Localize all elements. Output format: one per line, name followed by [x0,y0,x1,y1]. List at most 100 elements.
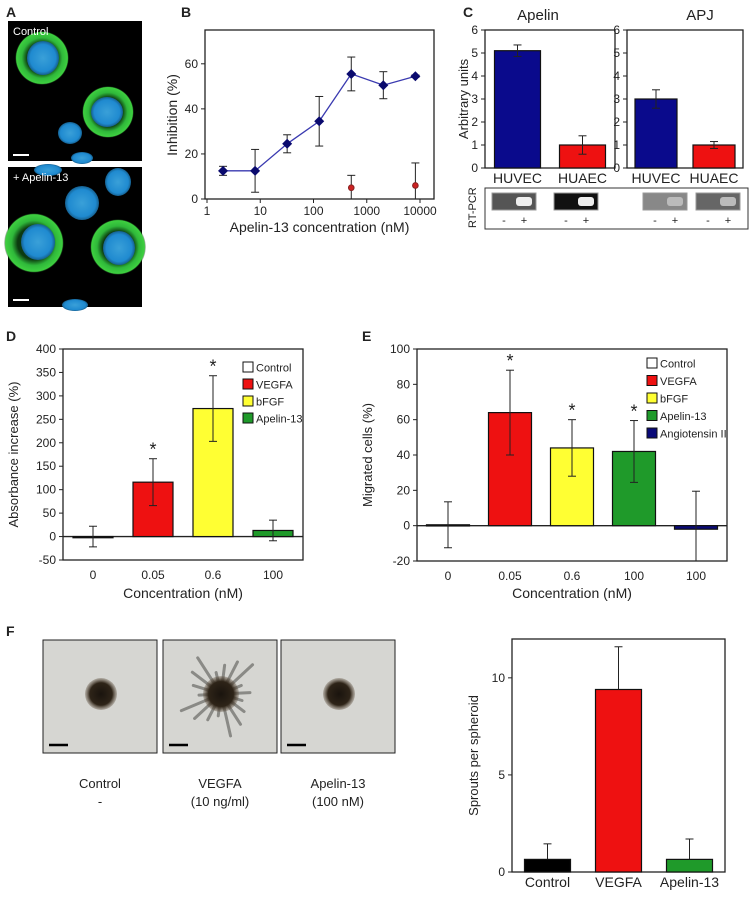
legend-swatch [242,395,254,407]
x-axis-label: Concentration (nM) [512,585,632,601]
y-tick-label: 100 [36,483,56,497]
y-tick-label: 20 [185,147,199,161]
legend: Control VEGFA bFGF Apelin-13 Angiotensin II [646,357,727,441]
gel-image-3: - + [695,192,741,227]
legend-swatch [646,427,658,439]
y-tick-label: 150 [36,459,56,473]
y-axis-label: Arbitrary units [456,58,471,139]
y-tick-label: 40 [397,448,411,462]
y-tick-label: 4 [613,69,620,83]
x-tick-label: Control [525,874,570,890]
significance-asterisk: * [506,351,513,371]
y-tick-label: 0 [613,161,620,175]
panel-label-e: E [362,328,371,344]
micrograph-apelin-label: + Apelin-13 [13,172,68,184]
x-tick-label: HUAEC [558,170,607,186]
legend-label: bFGF [660,394,688,406]
spheroid-caption: VEGFA [198,776,242,791]
chart-title: APJ [686,7,714,24]
data-point [250,165,261,176]
x-tick-label: HUAEC [689,170,738,186]
y-tick-label: -50 [39,553,57,567]
y-tick-label: 250 [36,412,56,426]
y-tick-label: 40 [185,102,199,116]
spheroid-image-vegfa [162,639,278,754]
lane-minus-label: - [564,215,568,227]
y-tick-label: 0 [403,519,410,533]
lane-plus-label: + [521,215,527,227]
y-axis-label: Sprouts per spheroid [466,695,481,816]
x-tick-label: HUVEC [493,170,542,186]
y-tick-label: 0 [49,530,56,544]
legend-swatch [242,361,254,373]
legend-label: bFGF [256,397,284,409]
significance-asterisk: * [568,401,575,421]
chart-c-2: 0 1 2 3 4 5 6 APJ HUVEC HUAEC [613,7,744,186]
panel-label-d: D [6,328,16,344]
legend-label: Apelin-13 [256,414,302,426]
chart-e-4: -20 0 20 40 60 80 100 Migrated cells (%) 0 * 0.05 *… [360,342,728,601]
x-axis-label: Concentration (nM) [123,585,243,601]
x-tick-label: Apelin-13 [660,874,719,890]
y-tick-label: 4 [471,69,478,83]
spheroid-images: Control - VEGFA (10 ng/ml) Apelin-13 (100 nM) [42,639,396,809]
spheroid-image-apelin-13 [280,639,396,754]
y-tick-label: 200 [36,436,56,450]
legend-label: VEGFA [660,376,697,388]
chart-d-3: -50 0 50 100 150 200 250 300 350 400 Absorbance in… [6,342,304,601]
chart-f-5: 0 5 10 Sprouts per spheroid Control VEGFA Apel… [466,638,726,890]
lane-minus-label: - [502,215,506,227]
y-axis-label: Migrated cells (%) [360,403,375,507]
bar-1 [594,688,643,873]
x-tick-label: 0.05 [498,569,522,583]
legend: Control VEGFA bFGF Apelin-13 [242,361,302,426]
y-tick-label: 80 [397,377,411,391]
spheroid-subcaption: - [98,794,102,809]
y-tick-label: 300 [36,389,56,403]
bar-2 [665,858,714,873]
y-tick-label: 5 [471,46,478,60]
legend-label: VEGFA [256,380,293,392]
spheroid [203,676,239,712]
data-point [314,116,325,127]
legend-label: Control [256,363,291,375]
x-tick-label: 0.6 [564,569,581,583]
lane-plus-label: + [725,215,731,227]
panel-label-a: A [6,4,16,20]
series-0 [218,56,421,193]
y-tick-label: 10 [492,671,506,685]
x-tick-label: 100 [303,204,323,218]
gel-image-1: - + [553,192,599,227]
y-tick-label: 60 [185,57,199,71]
x-tick-label: 10 [254,204,268,218]
y-axis-label: Inhibition (%) [164,74,180,156]
legend-swatch [646,375,658,386]
data-point [378,80,389,91]
spheroid-subcaption: (10 ng/ml) [191,794,250,809]
y-tick-label: 0 [471,161,478,175]
bar-0 [493,50,542,169]
y-tick-label: 1 [613,138,620,152]
y-tick-label: 5 [613,46,620,60]
x-tick-label: 100 [686,569,706,583]
panel-label-f: F [6,623,15,639]
series-1 [347,162,420,200]
legend-label: Control [660,359,695,371]
chart-title: Apelin [517,7,559,24]
lane-plus-label: + [672,215,678,227]
significance-asterisk: * [209,357,216,377]
data-point [346,68,357,79]
x-tick-label: 1000 [353,204,380,218]
spheroid-caption: Apelin-13 [311,776,366,791]
panel-label-c: C [463,4,473,20]
legend-swatch [646,410,658,421]
y-tick-label: 350 [36,365,56,379]
legend-label: Apelin-13 [660,411,706,423]
bar-0 [523,858,572,873]
lane-minus-label: - [653,215,657,227]
data-point [282,138,293,149]
legend-label: Angiotensin II [660,429,727,441]
x-tick-label: 0 [445,569,452,583]
